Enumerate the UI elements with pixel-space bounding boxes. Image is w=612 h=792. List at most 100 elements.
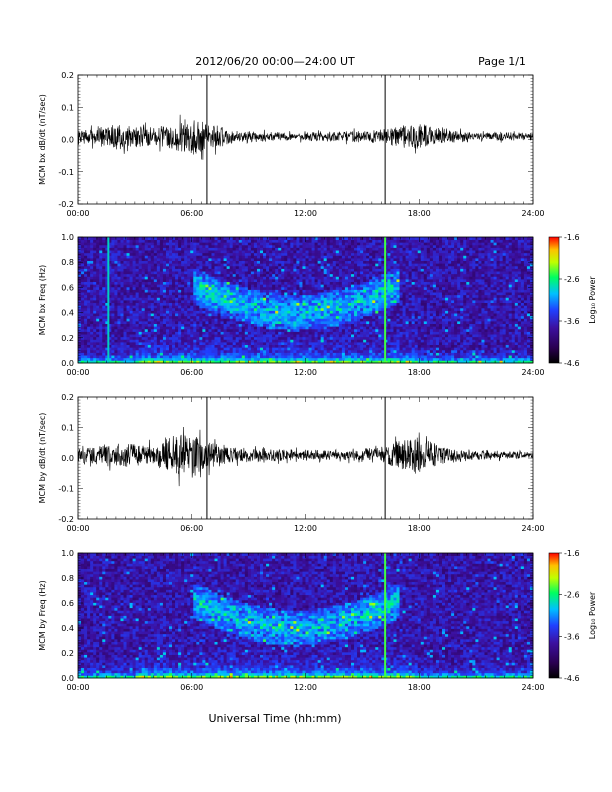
spectrogram-cell <box>378 297 382 301</box>
spectrogram-cell <box>208 268 212 272</box>
spectrogram-cell <box>108 294 112 298</box>
spectrogram-cell <box>323 265 328 269</box>
spectrogram-cell <box>290 323 294 327</box>
spectrogram-cell <box>354 344 358 348</box>
spectrogram-cell <box>235 336 240 340</box>
spectrogram-cell <box>159 315 164 319</box>
spectrogram-cell <box>275 328 279 332</box>
spectrogram-cell <box>96 289 100 293</box>
spectrogram-cell <box>332 313 337 317</box>
spectrogram-cell <box>256 273 261 277</box>
spectrogram-cell <box>311 242 315 246</box>
spectrogram-cell <box>187 334 191 338</box>
spectrogram-cell <box>126 323 130 327</box>
spectrogram-cell <box>187 286 191 290</box>
spectrogram-cell <box>96 328 100 332</box>
spectrogram-cell <box>272 258 276 262</box>
spectrogram-cell <box>111 250 115 254</box>
spectrogram-cell <box>193 294 197 298</box>
spectrogram-cell <box>244 242 249 246</box>
spectrogram-cell <box>351 302 355 306</box>
spectrogram-cell <box>181 281 185 285</box>
spectrogram-cell <box>117 347 121 351</box>
spectrogram-cell <box>81 263 85 267</box>
spectrogram-cell <box>135 315 140 319</box>
spectrogram-cell <box>141 321 146 325</box>
spectrogram-cell <box>369 244 373 248</box>
spectrogram-cell <box>229 302 234 306</box>
spectrogram-cell <box>187 252 191 256</box>
spectrogram-cell <box>302 268 306 272</box>
spectrogram-cell <box>114 281 118 285</box>
spectrogram-cell <box>84 284 88 288</box>
spectrogram-cell <box>260 326 264 330</box>
spectrogram-cell <box>99 307 103 311</box>
spectrogram-cell <box>105 334 109 338</box>
spectrogram-cell <box>260 313 264 317</box>
spectrogram-cell <box>126 307 130 311</box>
spectrogram-cell <box>81 239 85 243</box>
spectrogram-cell <box>323 360 328 364</box>
spectrogram-cell <box>314 315 319 319</box>
spectrogram-cell <box>199 263 203 267</box>
spectrogram-cell <box>314 297 319 301</box>
spectrogram-cell <box>78 250 82 254</box>
spectrogram-cell <box>250 300 255 304</box>
spectrogram-cell <box>135 334 140 338</box>
spectrogram-cell <box>287 347 291 351</box>
spectrogram-cell <box>363 357 367 361</box>
spectrogram-cell <box>123 344 127 348</box>
spectrogram-cell <box>256 307 261 311</box>
spectrogram-cell <box>357 360 361 364</box>
spectrogram-cell <box>147 305 152 309</box>
spectrogram-cell <box>338 292 343 296</box>
spectrogram-cell <box>287 237 291 241</box>
spectrogram-cell <box>172 328 176 332</box>
spectrogram-cell <box>165 336 170 340</box>
spectrogram-cell <box>311 355 315 359</box>
spectrogram-cell <box>351 355 355 359</box>
spectrogram-cell <box>256 315 261 319</box>
spectrogram-cell <box>290 328 294 332</box>
spectrogram-cell <box>81 292 85 296</box>
spectrogram-cell <box>238 344 243 348</box>
spectrogram-cell <box>108 242 112 246</box>
spectrogram-cell <box>366 328 370 332</box>
spectrogram-cell <box>326 268 331 272</box>
spectrogram-cell <box>181 352 185 356</box>
spectrogram-cell <box>117 268 121 272</box>
spectrogram-cell <box>357 300 361 304</box>
spectrogram-cell <box>153 328 158 332</box>
spectrogram-cell <box>332 318 337 322</box>
spectrogram-cell <box>287 300 291 304</box>
spectrogram-cell <box>287 279 291 283</box>
spectrogram-cell <box>96 239 100 243</box>
spectrogram-cell <box>108 326 112 330</box>
spectrogram-cell <box>108 344 112 348</box>
spectrogram-cell <box>344 273 349 277</box>
spectrogram-cell <box>78 331 82 335</box>
spectrogram-cell <box>232 352 237 356</box>
spectrogram-cell <box>226 336 231 340</box>
spectrogram-cell <box>135 279 140 283</box>
spectrogram-cell <box>111 307 115 311</box>
spectrogram-cell <box>341 289 346 293</box>
spectrogram-cell <box>347 334 352 338</box>
spectrogram-cell <box>299 349 303 353</box>
spectrogram-cell <box>238 349 243 353</box>
spectrogram-cell <box>366 336 370 340</box>
spectrogram-cell <box>102 310 106 314</box>
spectrogram-cell <box>378 284 382 288</box>
spectrogram-cell <box>320 242 325 246</box>
spectrogram-cell <box>138 357 143 361</box>
spectrogram-cell <box>369 260 373 264</box>
spectrogram-cell <box>360 244 364 248</box>
spectrogram-cell <box>272 242 276 246</box>
spectrogram-cell <box>351 276 355 280</box>
spectrogram-cell <box>344 305 349 309</box>
spectrogram-cell <box>108 286 112 290</box>
spectrogram-cell <box>308 265 312 269</box>
spectrogram-cell <box>99 294 103 298</box>
spectrogram-cell <box>326 237 331 241</box>
spectrogram-cell <box>241 284 246 288</box>
